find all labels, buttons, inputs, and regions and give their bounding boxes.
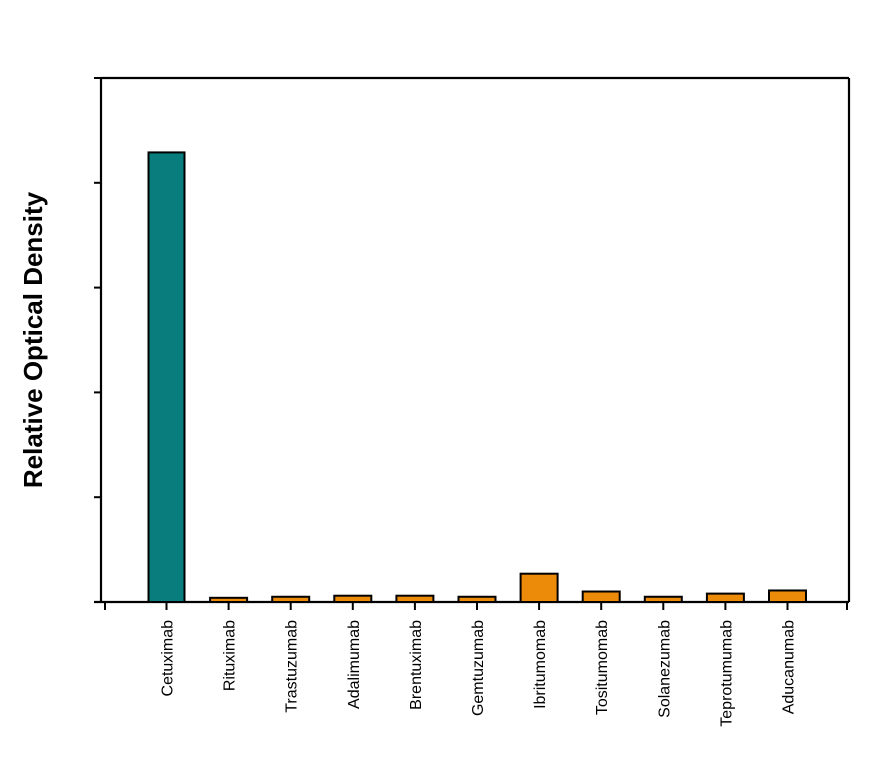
- bar-trastuzumab: [271, 595, 311, 604]
- x-tick-label: Adalimumab: [346, 620, 363, 709]
- y-axis-label: Relative Optical Density: [18, 191, 48, 488]
- x-tick-label: Brentuximab: [408, 620, 425, 710]
- y-axis-ticks: [94, 77, 101, 603]
- x-tick-label: Gemtuzumab: [470, 620, 487, 716]
- x-tick-label: Solanezumab: [656, 620, 673, 718]
- bar-tositumomab: [581, 590, 621, 604]
- bar-cetuximab: [147, 151, 186, 604]
- bar-gemtuzumab: [457, 595, 497, 604]
- x-tick-label: Trastuzumab: [284, 620, 301, 713]
- x-tick-label: Cetuximab: [160, 620, 177, 697]
- x-axis-ticks: [104, 602, 848, 610]
- x-tick-label: Ibritumomab: [532, 620, 549, 709]
- bar-solanezumab: [643, 595, 683, 604]
- x-tick-label: Tositumomab: [594, 620, 611, 715]
- x-tick-label: Teprotumumab: [718, 620, 735, 727]
- bar-teprotumumab: [705, 592, 745, 604]
- x-tick-label: Rituximab: [222, 620, 239, 691]
- bar-aducanumab: [768, 589, 807, 603]
- plot-frame: [94, 76, 851, 604]
- x-tick-label: Aducanumab: [781, 620, 798, 714]
- bars: [147, 151, 807, 604]
- bar-brentuximab: [395, 594, 435, 603]
- x-axis-labels: Cetuximab Rituximab Trastuzumab Adalimumab B…: [160, 620, 798, 727]
- bar-rituximab: [209, 596, 249, 603]
- bar-adalimumab: [333, 594, 373, 603]
- bar-ibritumomab: [519, 572, 559, 603]
